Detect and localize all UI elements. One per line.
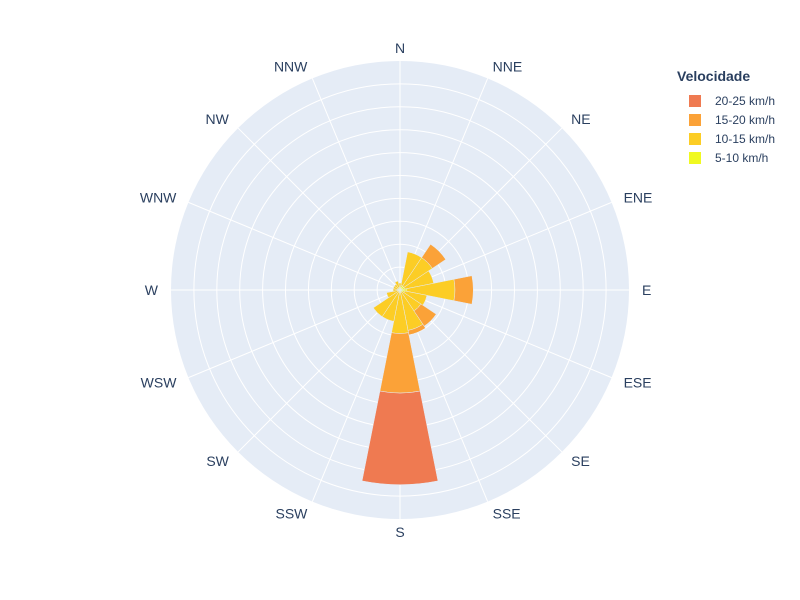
angular-gridline — [399, 289, 612, 379]
angular-gridline — [237, 289, 401, 453]
bar-e-15-20-km-h[interactable] — [453, 275, 474, 305]
legend-label: 20-25 km/h — [715, 93, 776, 108]
direction-label-nne: NNE — [493, 58, 523, 74]
direction-label-ne: NE — [571, 111, 590, 127]
direction-label-ene: ENE — [624, 189, 653, 205]
angular-tick-labels: N NNE NE ENE E ESE SE SSE S SSW SW WSW W WNW NW NNW — [140, 40, 653, 540]
direction-label-ese: ESE — [624, 375, 652, 391]
direction-label-sw: SW — [206, 453, 229, 469]
bar-se-15-20-km-h[interactable] — [413, 303, 437, 327]
direction-label-se: SE — [571, 453, 590, 469]
legend-label: 15-20 km/h — [715, 112, 776, 127]
angular-gridline — [399, 201, 612, 291]
direction-label-ssw: SSW — [275, 506, 308, 522]
direction-label-wnw: WNW — [140, 189, 177, 205]
bar-sse-15-20-km-h[interactable] — [407, 323, 426, 336]
legend-swatch — [689, 151, 701, 164]
legend-swatch — [689, 113, 701, 126]
direction-label-nw: NW — [206, 111, 230, 127]
angular-gridline — [311, 78, 401, 291]
angular-gridline — [188, 201, 401, 291]
direction-label-s: S — [395, 524, 404, 540]
polar-grid — [171, 61, 629, 519]
bar-nnw-10-15-km-h[interactable] — [394, 280, 400, 289]
direction-label-e: E — [642, 282, 651, 298]
legend-swatch — [689, 94, 701, 107]
legend-title: Velocidade — [677, 68, 751, 84]
angular-gridline — [311, 289, 401, 502]
legend-label: 5-10 km/h — [715, 150, 769, 165]
legend-item-20-25[interactable]: 20-25 km/h — [677, 91, 775, 110]
polar-bars — [361, 243, 474, 485]
direction-label-sse: SSE — [493, 506, 521, 522]
legend: Velocidade 20-25 km/h 15-20 km/h 10-15 k… — [677, 68, 775, 167]
direction-label-wsw: WSW — [141, 375, 178, 391]
direction-label-w: W — [145, 282, 159, 298]
legend-swatch — [689, 132, 701, 145]
angular-gridline — [237, 127, 401, 291]
legend-item-10-15[interactable]: 10-15 km/h — [677, 129, 775, 148]
bar-s-20-25-km-h[interactable] — [361, 390, 439, 485]
legend-item-5-10[interactable]: 5-10 km/h — [677, 148, 775, 167]
direction-label-nnw: NNW — [274, 58, 308, 74]
legend-label: 10-15 km/h — [715, 131, 776, 146]
direction-label-n: N — [395, 40, 405, 56]
legend-item-15-20[interactable]: 15-20 km/h — [677, 110, 775, 129]
angular-gridline — [188, 289, 401, 379]
bar-ne-15-20-km-h[interactable] — [421, 243, 447, 269]
